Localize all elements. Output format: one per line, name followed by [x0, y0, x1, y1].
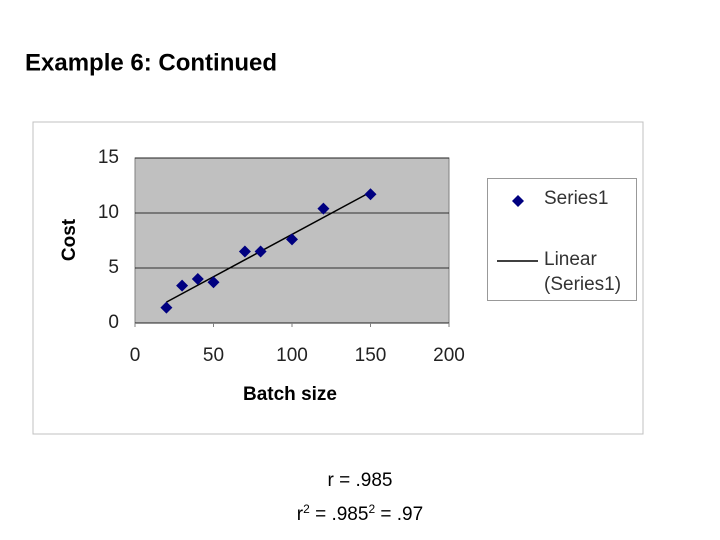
- annotation-text: = .985: [309, 504, 369, 525]
- x-tick-label: 150: [355, 345, 387, 366]
- point: [160, 301, 173, 314]
- superscript: 2: [368, 502, 376, 516]
- point: [317, 202, 330, 215]
- annotation-line: r = .985: [200, 466, 520, 495]
- legend: Series1 Linear (Series1): [487, 178, 637, 301]
- legend-marker: [512, 195, 524, 207]
- x-tick-label: 200: [433, 345, 465, 366]
- point: [238, 245, 251, 258]
- y-tick-label: 0: [108, 312, 119, 333]
- x-tick-label: 100: [276, 345, 308, 366]
- annotation-text: = .97: [375, 504, 424, 525]
- point: [176, 279, 189, 292]
- annotation-text: r = .985: [327, 470, 393, 491]
- y-axis-label: Cost: [59, 218, 80, 261]
- legend-label: Series1: [544, 188, 609, 209]
- y-tick-label: 10: [98, 202, 119, 223]
- annotation-text: r: [296, 504, 304, 525]
- point: [286, 233, 298, 246]
- legend-label: Linear (Series1): [544, 249, 622, 295]
- point: [191, 273, 204, 285]
- y-tick-label: 15: [98, 147, 119, 168]
- x-tick-label: 0: [130, 345, 141, 366]
- x-axis-label: Batch size: [243, 384, 337, 405]
- annotation-line: r2 = .9852 = .97: [200, 495, 520, 529]
- slide-title: Example 6: Continued: [25, 49, 277, 76]
- point: [207, 276, 220, 289]
- point: [254, 245, 267, 258]
- trendline: [166, 191, 371, 303]
- superscript: 2: [303, 502, 310, 516]
- y-tick-label: 5: [108, 257, 119, 278]
- legend-keys: [497, 195, 538, 262]
- x-tick-label: 50: [203, 345, 224, 366]
- point: [364, 188, 377, 201]
- annotations: r = .985 r2 = .9852 = .97: [200, 466, 520, 529]
